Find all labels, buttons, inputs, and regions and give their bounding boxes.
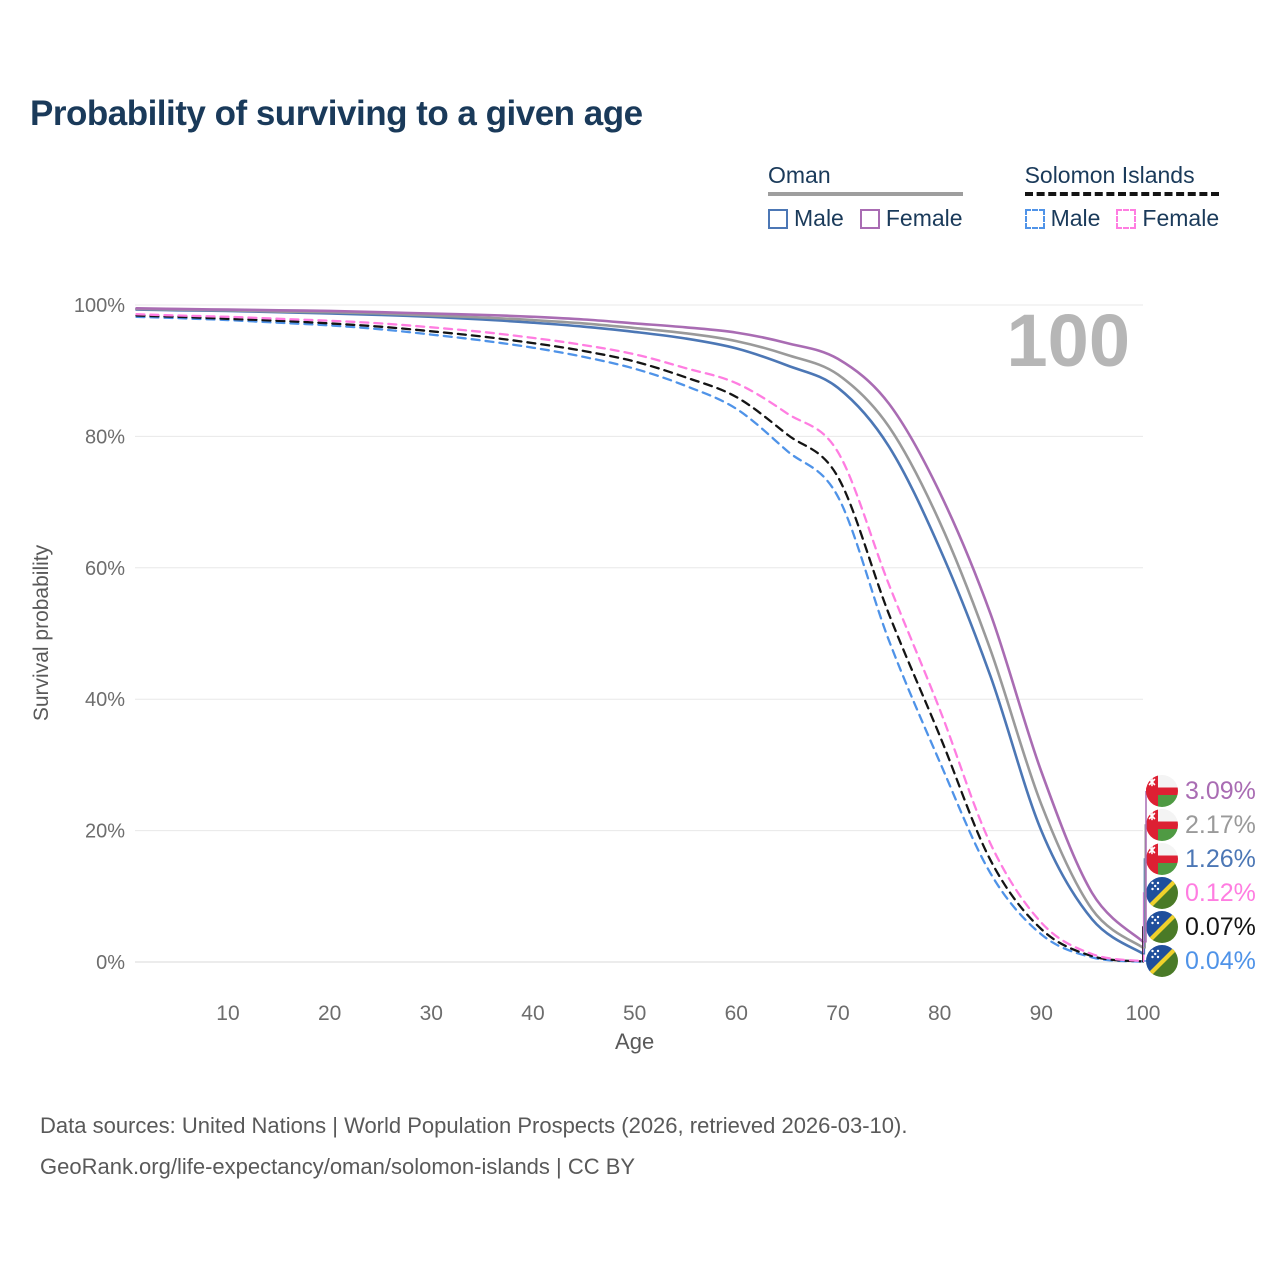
y-tick-label: 60% xyxy=(85,558,125,580)
solomon-female-swatch-icon xyxy=(1116,208,1137,229)
x-tick-label: 30 xyxy=(420,1002,443,1025)
curve-oman-female[interactable] xyxy=(135,307,1145,943)
flag-oman-icon xyxy=(1146,843,1178,875)
end-label-oman-male: 1.26% xyxy=(1185,845,1256,873)
legend-item-solomon-female[interactable]: Female xyxy=(1116,205,1219,232)
end-label-solomon-islands-male: 0.04% xyxy=(1185,947,1256,975)
x-tick-label: 40 xyxy=(521,1002,544,1025)
x-tick-label: 10 xyxy=(216,1002,239,1025)
legend-label: Male xyxy=(794,205,844,231)
solomon-line-style-swatch xyxy=(1024,192,1220,196)
legend-item-oman-female[interactable]: Female xyxy=(859,205,963,232)
solomon-male-swatch-icon xyxy=(1024,208,1045,229)
y-tick-label: 40% xyxy=(85,689,125,711)
legend-label: Female xyxy=(885,205,963,231)
y-tick-label: 20% xyxy=(85,821,125,843)
end-label-oman-female: 3.09% xyxy=(1185,777,1256,805)
legend-group-solomon-label: Solomon Islands xyxy=(1024,162,1195,188)
end-label-solomon-islands-both-sexes: 0.07% xyxy=(1185,913,1256,941)
legend-group-oman: Oman Male Female xyxy=(768,162,963,232)
x-tick-label: 100 xyxy=(1125,1002,1160,1025)
watermark-100: 100 xyxy=(1006,299,1130,382)
end-label-solomon-islands-female: 0.12% xyxy=(1185,879,1256,907)
curve-oman-male[interactable] xyxy=(135,308,1145,955)
legend: Oman Male Female Solomon Islands xyxy=(768,162,1220,232)
oman-male-swatch-icon xyxy=(768,208,788,229)
x-tick-label: 90 xyxy=(1030,1002,1053,1025)
x-tick-label: 80 xyxy=(928,1002,951,1025)
legend-item-solomon-male[interactable]: Male xyxy=(1024,205,1101,232)
legend-group-solomon-islands: Solomon Islands Male Female xyxy=(1024,162,1220,232)
flag-solomon-islands-icon xyxy=(1146,911,1178,943)
y-tick-label: 80% xyxy=(85,426,125,448)
footer: Data sources: United Nations | World Pop… xyxy=(40,1106,907,1187)
x-tick-label: 70 xyxy=(826,1002,849,1025)
footer-data-sources: Data sources: United Nations | World Pop… xyxy=(40,1113,908,1138)
flag-solomon-islands-icon xyxy=(1146,877,1178,909)
flag-oman-icon xyxy=(1146,809,1178,841)
footer-citation-link[interactable]: GeoRank.org/life-expectancy/oman/solomon… xyxy=(40,1153,636,1179)
flag-solomon-islands-icon xyxy=(1146,945,1178,977)
x-tick-label: 60 xyxy=(725,1002,748,1025)
y-axis-title: Survival probability xyxy=(30,544,53,721)
legend-label: Male xyxy=(1050,205,1101,231)
x-tick-label: 50 xyxy=(623,1002,646,1025)
y-tick-label: 0% xyxy=(96,952,125,974)
y-tick-label: 100% xyxy=(74,295,125,317)
legend-label: Female xyxy=(1142,205,1220,231)
x-tick-label: 20 xyxy=(318,1002,341,1025)
end-label-connector xyxy=(1143,791,1147,943)
page-title: Probability of surviving to a given age xyxy=(30,94,643,133)
curve-solomon-islands-male[interactable] xyxy=(135,315,1145,963)
curve-oman-both-sexes[interactable] xyxy=(135,307,1145,949)
x-axis-title: Age xyxy=(615,1029,654,1054)
legend-item-oman-male[interactable]: Male xyxy=(768,205,844,232)
end-label-oman-both-sexes: 2.17% xyxy=(1185,811,1256,839)
legend-group-oman-label: Oman xyxy=(768,162,831,188)
oman-female-swatch-icon xyxy=(859,208,880,229)
curve-solomon-islands-female[interactable] xyxy=(135,313,1145,963)
curve-solomon-islands-both-sexes[interactable] xyxy=(135,314,1145,963)
flag-oman-icon xyxy=(1146,775,1178,807)
oman-line-style-swatch xyxy=(768,192,963,196)
